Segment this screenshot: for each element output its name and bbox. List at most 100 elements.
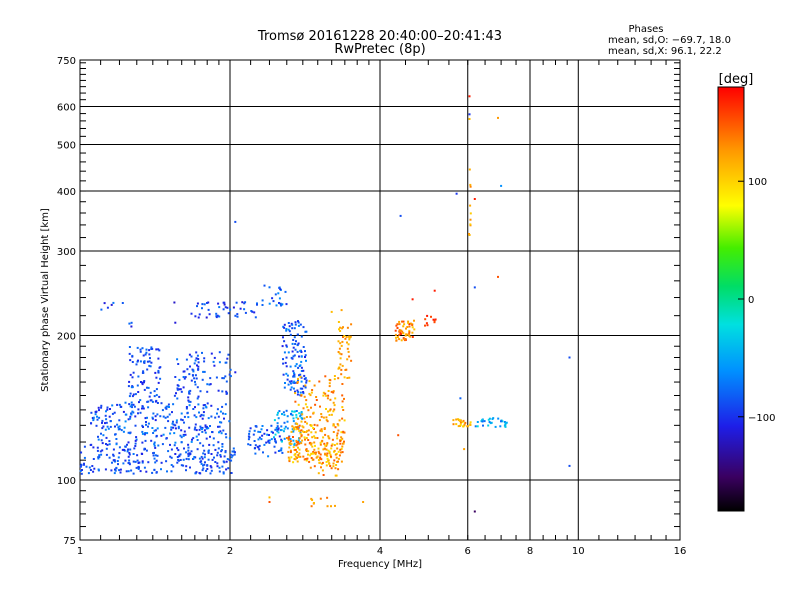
- data-point: [279, 288, 282, 291]
- data-point: [184, 433, 187, 436]
- data-point: [97, 468, 100, 471]
- data-point: [328, 385, 331, 388]
- data-point: [326, 505, 329, 508]
- data-point: [299, 349, 302, 352]
- data-point: [468, 113, 471, 116]
- data-point: [223, 417, 225, 420]
- data-point: [241, 301, 244, 304]
- data-point: [268, 286, 271, 289]
- data-point: [207, 417, 210, 420]
- data-point: [226, 357, 229, 360]
- data-point: [97, 406, 100, 409]
- data-point: [219, 421, 221, 424]
- data-point: [257, 438, 260, 441]
- data-point: [298, 429, 301, 432]
- data-point: [137, 462, 140, 464]
- data-point: [469, 185, 472, 188]
- data-point: [129, 392, 132, 395]
- data-point: [469, 421, 472, 424]
- data-point: [433, 320, 436, 323]
- data-point: [194, 426, 197, 429]
- data-point: [207, 451, 210, 454]
- data-point: [411, 336, 414, 338]
- data-point: [297, 324, 300, 327]
- data-point: [112, 301, 115, 304]
- data-point: [230, 456, 233, 459]
- data-point: [342, 442, 345, 445]
- data-point: [310, 505, 313, 508]
- data-point: [342, 336, 344, 338]
- data-point: [330, 413, 333, 416]
- data-point: [83, 463, 85, 466]
- x-tick-label: 2: [227, 546, 233, 557]
- data-point: [341, 445, 344, 448]
- data-point: [328, 437, 331, 440]
- data-point: [190, 355, 193, 358]
- data-point: [170, 456, 173, 459]
- data-point: [347, 343, 350, 346]
- data-point: [348, 355, 351, 358]
- data-point: [145, 449, 148, 452]
- data-point: [221, 465, 224, 468]
- data-point: [292, 428, 295, 431]
- data-point: [222, 460, 225, 463]
- data-point: [217, 447, 220, 450]
- axis-ticks: [80, 60, 680, 540]
- data-point: [268, 441, 271, 444]
- data-point: [106, 406, 109, 409]
- data-point: [305, 359, 307, 362]
- data-point: [253, 429, 256, 432]
- data-point: [285, 356, 288, 359]
- data-point: [283, 323, 286, 326]
- data-point: [200, 462, 203, 465]
- data-point: [280, 425, 283, 428]
- data-point: [173, 301, 176, 304]
- data-point: [494, 425, 497, 428]
- data-point: [320, 458, 323, 461]
- data-point: [188, 426, 191, 429]
- data-point: [132, 472, 135, 475]
- data-point: [304, 438, 306, 441]
- data-point: [314, 453, 317, 456]
- data-point: [280, 429, 283, 431]
- data-point: [88, 466, 91, 469]
- data-point: [109, 425, 112, 428]
- data-point: [281, 413, 283, 415]
- data-point: [97, 456, 100, 459]
- data-point: [98, 409, 100, 412]
- data-point: [92, 418, 95, 421]
- data-point: [208, 383, 211, 386]
- data-point: [197, 368, 200, 370]
- data-point: [309, 424, 312, 426]
- colorbar-tick-label: −100: [748, 413, 775, 424]
- data-point: [147, 400, 150, 403]
- data-point: [151, 416, 154, 419]
- data-point: [286, 420, 289, 423]
- data-point: [322, 416, 325, 419]
- data-point: [146, 368, 149, 371]
- data-point: [293, 354, 296, 357]
- data-point: [210, 415, 213, 418]
- data-point: [316, 424, 319, 427]
- data-point: [221, 390, 224, 393]
- data-point: [83, 445, 86, 448]
- data-point: [139, 360, 142, 363]
- data-point: [144, 432, 147, 434]
- data-point: [158, 366, 161, 369]
- data-point: [202, 444, 205, 447]
- data-point: [96, 449, 99, 452]
- data-point: [568, 464, 571, 467]
- data-point: [199, 425, 202, 428]
- data-point: [292, 436, 294, 438]
- data-point: [105, 410, 107, 413]
- data-point: [293, 380, 296, 383]
- data-point: [430, 315, 432, 318]
- data-point: [194, 380, 196, 383]
- data-point: [341, 340, 344, 343]
- data-point: [327, 459, 330, 462]
- data-point: [154, 419, 157, 422]
- data-point: [225, 380, 228, 383]
- data-point: [186, 368, 189, 371]
- data-point: [218, 306, 221, 309]
- data-point: [128, 395, 131, 398]
